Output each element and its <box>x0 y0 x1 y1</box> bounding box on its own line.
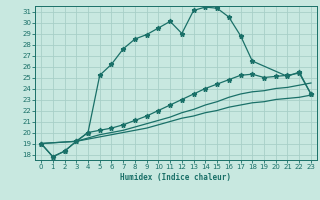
X-axis label: Humidex (Indice chaleur): Humidex (Indice chaleur) <box>121 173 231 182</box>
